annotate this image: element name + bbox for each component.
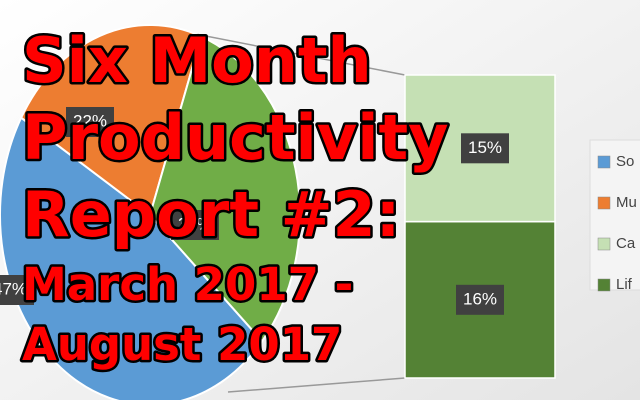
data-label: 16% <box>463 289 497 308</box>
legend-swatch <box>597 237 611 251</box>
connector <box>227 377 406 393</box>
legend-swatch <box>597 196 611 210</box>
data-label: 22% <box>73 111 107 130</box>
label-box <box>171 210 219 240</box>
label-box <box>66 107 114 137</box>
legend-label: Lif <box>616 276 633 293</box>
title: Six Month <box>22 24 372 97</box>
title: Productivity <box>22 101 449 174</box>
pie-slice <box>0 116 264 400</box>
data-label: 47% <box>0 279 27 298</box>
connector <box>174 29 406 76</box>
label-box <box>0 275 34 305</box>
legend-swatch <box>597 155 611 169</box>
subtitle: August 2017 <box>22 318 342 371</box>
legend-label: So <box>616 153 634 170</box>
label-box <box>456 284 504 315</box>
title: Report #2: <box>22 178 400 251</box>
data-label: 15% <box>468 138 502 157</box>
legend-swatch <box>597 278 611 292</box>
legend-label: Mu <box>616 194 637 211</box>
data-label: 31% <box>178 214 212 233</box>
pie-slice <box>148 35 301 343</box>
subtitle: March 2017 - <box>22 258 353 311</box>
label-box <box>461 133 509 164</box>
legend-label: Ca <box>616 235 636 252</box>
